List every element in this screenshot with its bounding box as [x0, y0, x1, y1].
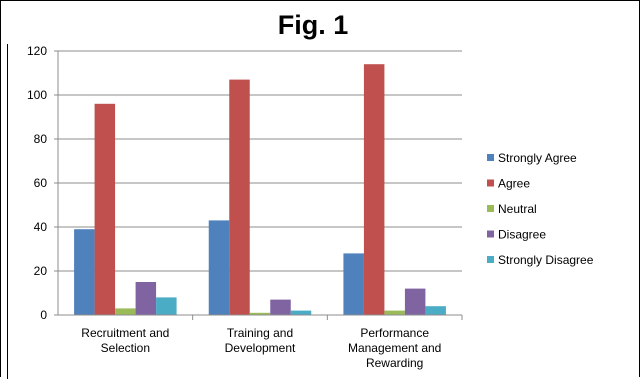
legend-swatch — [487, 154, 494, 161]
y-tick-label: 100 — [27, 88, 47, 102]
legend-swatch — [487, 205, 494, 212]
bar-disagree — [270, 299, 291, 315]
x-tick-label: Performance — [360, 326, 429, 340]
chart-inner-border — [7, 44, 8, 379]
x-tick-label: Training and — [227, 326, 293, 340]
bar-strongly-agree — [208, 220, 230, 315]
legend-swatch — [487, 230, 494, 238]
legend-swatch — [487, 179, 494, 187]
bar-disagree — [404, 288, 426, 315]
y-tick-label: 60 — [34, 176, 48, 190]
bar-agree — [363, 64, 385, 315]
legend-swatch — [487, 256, 494, 263]
legend-label: Strongly Agree — [498, 151, 577, 165]
bar-neutral — [115, 308, 136, 315]
bar-neutral — [384, 310, 405, 315]
x-tick-label: Selection — [101, 341, 150, 355]
legend-label: Strongly Disagree — [498, 253, 594, 267]
legend-label: Neutral — [498, 202, 537, 216]
y-tick-label: 20 — [34, 264, 48, 278]
x-tick-label: Management and — [348, 341, 441, 355]
bar-disagree — [135, 282, 157, 315]
chart-title: Fig. 1 — [277, 10, 349, 40]
bar-strongly-agree — [74, 229, 95, 315]
legend-label: Agree — [498, 177, 530, 191]
y-tick-label: 40 — [34, 220, 48, 234]
legend-label: Disagree — [498, 228, 546, 242]
bar-agree — [229, 79, 250, 315]
bar-agree — [94, 103, 116, 315]
x-tick-label: Recruitment and — [81, 326, 169, 340]
bar-strongly-disagree — [290, 310, 312, 315]
y-tick-label: 0 — [40, 308, 47, 322]
y-tick-label: 80 — [34, 132, 48, 146]
bar-strongly-disagree — [156, 297, 177, 315]
bar-strongly-disagree — [425, 306, 446, 315]
bar-neutral — [249, 312, 271, 315]
x-tick-label: Rewarding — [366, 356, 423, 370]
x-tick-label: Development — [225, 341, 296, 355]
y-tick-label: 120 — [27, 44, 47, 58]
bar-strongly-agree — [343, 253, 364, 315]
